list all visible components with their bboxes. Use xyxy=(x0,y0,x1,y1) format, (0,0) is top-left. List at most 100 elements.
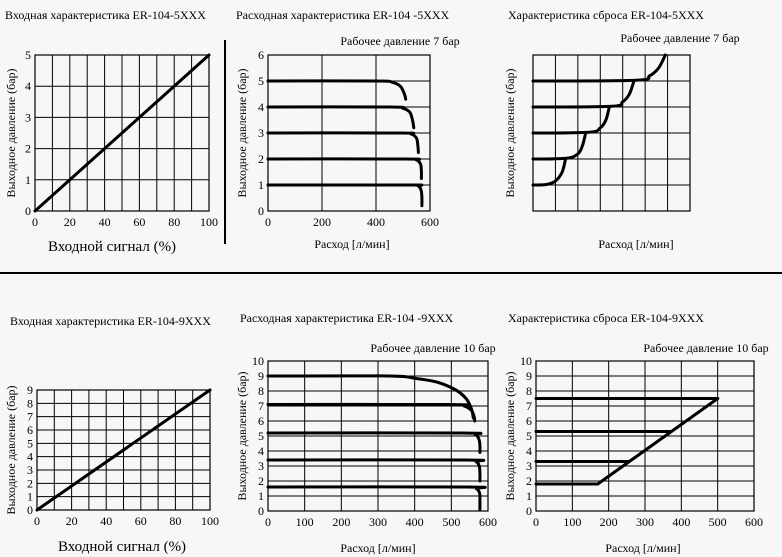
x-tick-label: 60 xyxy=(133,215,145,229)
series-line-1 xyxy=(531,157,567,187)
y-tick-label: 4 xyxy=(258,444,264,458)
y-tick-label: 0 xyxy=(27,503,33,517)
y-tick-label: 3 xyxy=(25,110,31,124)
series-line-1 xyxy=(35,388,212,512)
y-tick-label: 0 xyxy=(258,204,264,218)
y-tick-label: 9 xyxy=(526,369,532,383)
y-tick-label: 2 xyxy=(258,474,264,488)
x-tick-label: 400 xyxy=(367,215,385,229)
y-axis-label: Выходное давление (бар) xyxy=(503,371,517,500)
y-tick-label: 10 xyxy=(520,354,532,368)
y-tick-label: 8 xyxy=(526,384,532,398)
y-tick-label: 7 xyxy=(258,399,264,413)
chart-title: Входная характеристика ER-104-5XXX xyxy=(5,8,206,22)
chart-title: Расходная характеристика ER-104 -5XXX xyxy=(236,8,450,22)
y-tick-label: 8 xyxy=(258,384,264,398)
y-axis-label: Выходное давление (бар) xyxy=(235,68,249,197)
x-tick-label: 0 xyxy=(265,215,271,229)
x-tick-label: 500 xyxy=(709,515,727,529)
y-tick-label: 6 xyxy=(526,414,532,428)
x-tick-label: 40 xyxy=(100,514,112,528)
x-tick-label: 100 xyxy=(200,215,218,229)
y-tick-label: 3 xyxy=(526,459,532,473)
y-tick-label: 1 xyxy=(526,489,532,503)
x-tick-label: 500 xyxy=(442,515,460,529)
y-tick-label: 1 xyxy=(258,178,264,192)
y-tick-label: 0 xyxy=(25,204,31,218)
x-tick-label: 0 xyxy=(34,514,40,528)
plot-frame xyxy=(34,54,210,212)
y-tick-label: 5 xyxy=(25,48,31,62)
series-line-5 xyxy=(531,53,667,83)
series-line-3 xyxy=(266,131,420,154)
series-line-3 xyxy=(266,431,483,454)
x-tick-label: 300 xyxy=(636,515,654,529)
x-tick-label: 0 xyxy=(265,515,271,529)
chart-c3: Характеристика сброса ER-104-5XXX Рабочее… xyxy=(503,8,740,251)
chart-subtitle: Рабочее давление 7 бар xyxy=(620,31,739,45)
y-tick-label: 7 xyxy=(27,410,33,424)
y-tick-label: 0 xyxy=(526,504,532,518)
y-tick-label: 4 xyxy=(258,100,264,114)
series-line-1 xyxy=(33,53,211,213)
x-tick-label: 40 xyxy=(99,215,111,229)
chart-c6: Характеристика сброса ER-104-9XXX Рабочее… xyxy=(503,311,769,555)
y-axis-label: Выходное давление (бар) xyxy=(503,68,517,197)
x-tick-label: 400 xyxy=(672,515,690,529)
y-tick-label: 9 xyxy=(258,369,264,383)
x-tick-label: 20 xyxy=(66,514,78,528)
series-line-3 xyxy=(531,105,611,135)
series-line-1 xyxy=(266,374,475,420)
x-tick-label: 200 xyxy=(313,215,331,229)
x-tick-label: 0 xyxy=(533,515,539,529)
y-tick-label: 3 xyxy=(258,126,264,140)
chart-c5: Расходная характеристика ER-104 -9XXX Раб… xyxy=(235,311,497,555)
x-axis-label: Расход [л/мин] xyxy=(314,237,389,251)
vertical-divider xyxy=(224,40,226,244)
chart-title: Входная характеристика ER-104-9XXX xyxy=(10,314,211,328)
x-tick-label: 20 xyxy=(64,215,76,229)
x-tick-label: 400 xyxy=(406,515,424,529)
y-tick-label: 3 xyxy=(258,459,264,473)
series-line-2 xyxy=(266,402,477,423)
y-tick-label: 2 xyxy=(25,142,31,156)
x-axis-label: Расход [л/мин] xyxy=(340,541,415,555)
series-line-1 xyxy=(266,79,408,101)
y-tick-label: 0 xyxy=(258,504,264,518)
chart-c2: Расходная характеристика ER-104 -5XXX Раб… xyxy=(235,8,460,251)
chart-subtitle: Рабочее давление 7 бар xyxy=(340,34,459,48)
x-axis-label: Входной сигнал (%) xyxy=(58,539,186,555)
x-tick-label: 80 xyxy=(168,215,180,229)
y-tick-label: 4 xyxy=(27,450,33,464)
y-tick-label: 1 xyxy=(25,173,31,187)
x-tick-label: 100 xyxy=(296,515,314,529)
x-tick-label: 300 xyxy=(369,515,387,529)
y-tick-label: 7 xyxy=(526,399,532,413)
y-tick-label: 6 xyxy=(258,48,264,62)
series-line-4 xyxy=(266,157,423,180)
y-tick-label: 2 xyxy=(258,152,264,166)
x-tick-label: 100 xyxy=(201,514,219,528)
plot-frame xyxy=(36,389,211,511)
series-line-2 xyxy=(266,105,416,130)
y-tick-label: 10 xyxy=(252,354,264,368)
chart-title: Расходная характеристика ER-104 -9XXX xyxy=(240,311,454,325)
series-line-4 xyxy=(531,79,636,109)
y-tick-label: 9 xyxy=(27,383,33,397)
x-tick-label: 200 xyxy=(600,515,618,529)
y-tick-label: 5 xyxy=(258,429,264,443)
y-tick-label: 6 xyxy=(258,414,264,428)
chart-c1: Входная характеристика ER-104-5XXX 0 20 40 6… xyxy=(4,8,218,255)
chart-title: Характеристика сброса ER-104-9XXX xyxy=(508,311,704,325)
plot-frame xyxy=(267,360,489,512)
series-line-4 xyxy=(534,397,720,486)
x-tick-label: 60 xyxy=(135,514,147,528)
y-tick-label: 5 xyxy=(258,74,264,88)
y-tick-label: 2 xyxy=(27,476,33,490)
series-line-4 xyxy=(266,458,486,483)
series-line-5 xyxy=(266,183,424,208)
x-axis-label: Входной сигнал (%) xyxy=(48,239,176,255)
x-tick-label: 600 xyxy=(745,515,763,529)
